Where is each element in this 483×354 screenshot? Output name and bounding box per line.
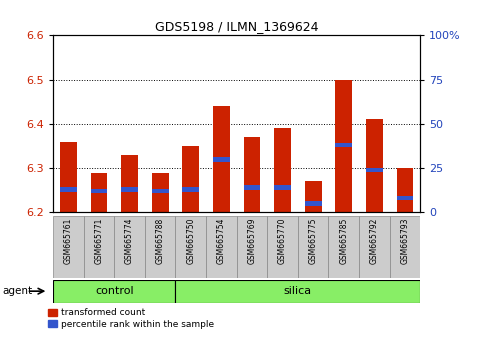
Legend: transformed count, percentile rank within the sample: transformed count, percentile rank withi… <box>48 308 214 329</box>
Bar <box>53 280 175 303</box>
Bar <box>91 173 107 212</box>
Text: control: control <box>95 286 134 296</box>
Bar <box>305 201 322 206</box>
Text: GSM665793: GSM665793 <box>400 218 410 264</box>
Bar <box>274 129 291 212</box>
Bar <box>335 143 352 147</box>
Text: GSM665775: GSM665775 <box>309 218 318 264</box>
Bar <box>213 106 230 212</box>
Bar <box>397 196 413 200</box>
Title: GDS5198 / ILMN_1369624: GDS5198 / ILMN_1369624 <box>155 20 318 33</box>
Bar <box>397 168 413 212</box>
Text: GSM665761: GSM665761 <box>64 218 73 264</box>
Bar <box>53 216 84 278</box>
Bar <box>152 189 169 193</box>
Bar <box>243 185 260 190</box>
Bar <box>213 157 230 161</box>
Bar <box>366 120 383 212</box>
Bar <box>366 168 383 172</box>
Text: silica: silica <box>284 286 312 296</box>
Bar <box>335 80 352 212</box>
Bar <box>121 155 138 212</box>
Bar <box>84 216 114 278</box>
Text: GSM665792: GSM665792 <box>370 218 379 264</box>
Bar <box>298 216 328 278</box>
Text: GSM665754: GSM665754 <box>217 218 226 264</box>
Bar <box>183 187 199 192</box>
Bar <box>359 216 390 278</box>
Text: GSM665785: GSM665785 <box>339 218 348 264</box>
Bar <box>237 216 267 278</box>
Bar <box>145 216 175 278</box>
Bar <box>114 216 145 278</box>
Bar <box>243 137 260 212</box>
Bar <box>175 280 420 303</box>
Bar <box>91 189 107 193</box>
Bar <box>267 216 298 278</box>
Text: GSM665750: GSM665750 <box>186 218 195 264</box>
Bar <box>305 182 322 212</box>
Text: GSM665770: GSM665770 <box>278 218 287 264</box>
Bar <box>183 146 199 212</box>
Bar <box>60 142 77 212</box>
Bar <box>152 173 169 212</box>
Bar <box>206 216 237 278</box>
Bar <box>274 185 291 190</box>
Text: GSM665774: GSM665774 <box>125 218 134 264</box>
Text: GSM665771: GSM665771 <box>95 218 103 264</box>
Text: agent: agent <box>2 286 32 296</box>
Bar <box>121 187 138 192</box>
Bar <box>390 216 420 278</box>
Text: GSM665788: GSM665788 <box>156 218 165 264</box>
Bar <box>328 216 359 278</box>
Text: GSM665769: GSM665769 <box>247 218 256 264</box>
Bar <box>175 216 206 278</box>
Bar <box>60 187 77 192</box>
